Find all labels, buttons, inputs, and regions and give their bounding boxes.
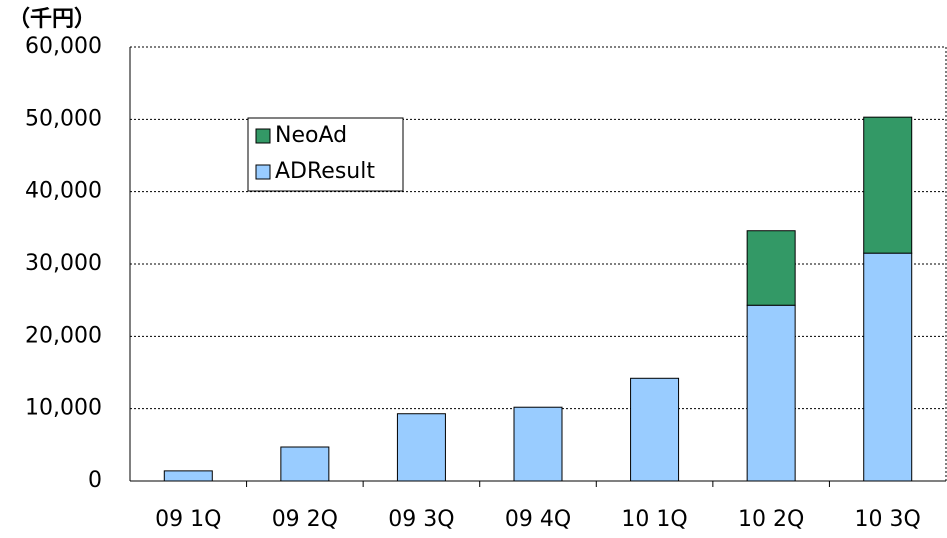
y-tick-label: 0 (88, 468, 102, 493)
legend-box (247, 117, 404, 192)
y-tick-label: 50,000 (25, 106, 102, 131)
legend-label: ADResult (275, 159, 375, 184)
y-axis-label: （千円） (8, 7, 96, 32)
x-tick-label: 10 1Q (621, 507, 687, 532)
y-tick-label: 20,000 (25, 323, 102, 348)
bar (396, 413, 446, 482)
x-tick-label: 10 2Q (738, 507, 804, 532)
y-tick-label: 60,000 (25, 34, 102, 59)
y-tick-label: 30,000 (25, 251, 102, 276)
x-tick-label: 09 1Q (155, 507, 221, 532)
bar (863, 116, 913, 254)
bar (746, 230, 796, 306)
bar (280, 446, 330, 482)
legend-label: NeoAd (275, 123, 347, 148)
x-tick-label: 09 3Q (388, 507, 454, 532)
bar (163, 470, 213, 482)
bar (630, 377, 680, 482)
legend-swatch (255, 164, 271, 180)
y-tick-label: 40,000 (25, 179, 102, 204)
x-tick-label: 09 4Q (505, 507, 571, 532)
bar (746, 304, 796, 482)
y-tick-label: 10,000 (25, 396, 102, 421)
bar (513, 406, 563, 482)
legend-swatch (255, 128, 271, 144)
x-tick-label: 10 3Q (855, 507, 921, 532)
x-tick-label: 09 2Q (272, 507, 338, 532)
bar (863, 252, 913, 482)
